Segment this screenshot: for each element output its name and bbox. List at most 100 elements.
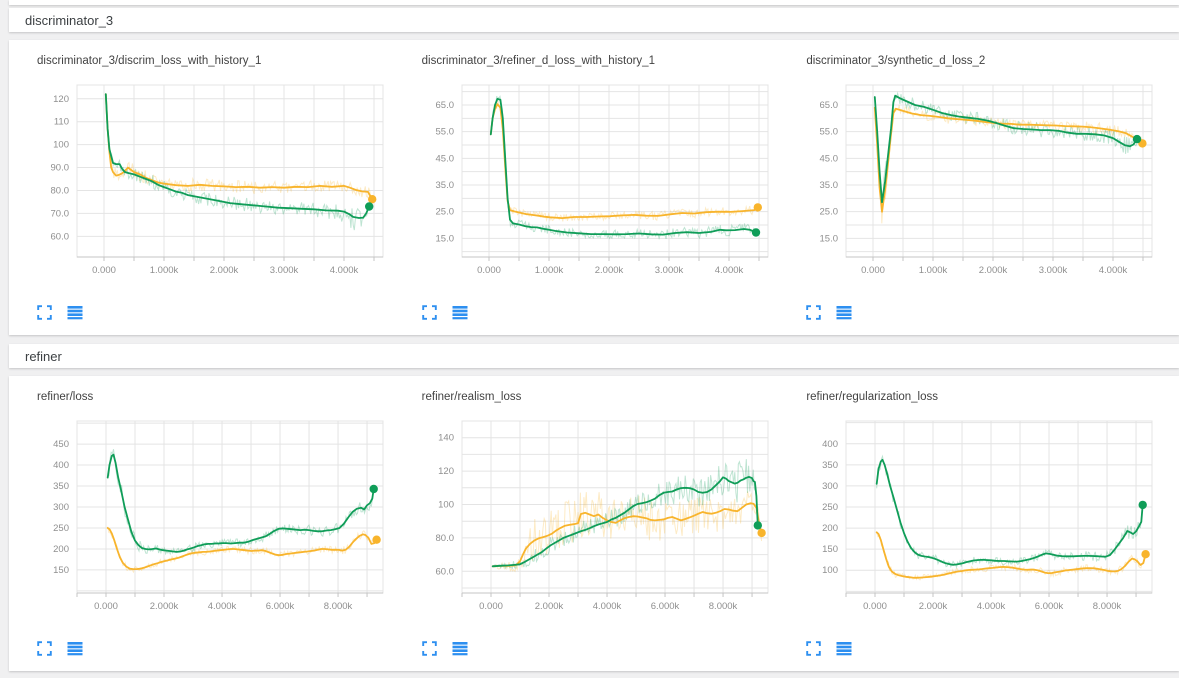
svg-text:120: 120 (438, 466, 454, 477)
smoothed-series-line (874, 106, 1144, 213)
expand-chart-button[interactable] (806, 641, 822, 657)
svg-text:15.0: 15.0 (435, 233, 454, 244)
expand-chart-button[interactable] (37, 641, 53, 657)
fullscreen-icon (37, 641, 52, 656)
stacked-bars-icon (452, 306, 468, 320)
final-value-dot (1141, 550, 1151, 559)
expand-chart-button[interactable] (806, 305, 822, 321)
final-value-dot (1133, 134, 1142, 144)
svg-text:400: 400 (822, 439, 838, 450)
stacked-bars-icon (452, 642, 468, 656)
section-header-refiner[interactable]: refiner (9, 344, 1179, 368)
svg-text:4.000k: 4.000k (714, 265, 743, 276)
scalar-chart: discriminator_3/discrim_loss_with_histor… (21, 53, 406, 325)
svg-text:25.0: 25.0 (435, 207, 454, 218)
svg-text:35.0: 35.0 (820, 180, 839, 191)
svg-text:2.000k: 2.000k (150, 601, 179, 612)
final-value-dot (369, 484, 378, 494)
chart-plot[interactable]: 0.000 1.000k 2.000k 3.000k 4.000k 65.0 55.0 45.… (406, 77, 784, 287)
raw-series-line (492, 459, 758, 570)
chart-title: refiner/realism_loss (421, 391, 522, 403)
smoothed-series-line (104, 93, 371, 219)
smoothed-series-line (876, 458, 1144, 566)
axis-labels: 0.000 1.000k 2.000k 3.000k 4.000k 120 110 100 90… (51, 94, 359, 276)
section-card: discriminator_3/discrim_loss_with_histor… (9, 40, 1179, 335)
svg-text:80.0: 80.0 (51, 185, 70, 196)
axis-labels: 0.000 1.000k 2.000k 3.000k 4.000k 65.0 55.0 45.… (435, 100, 743, 276)
chart-actions (421, 305, 791, 321)
section-title: refiner (25, 348, 62, 364)
svg-text:6.000k: 6.000k (1035, 601, 1064, 612)
smoothed-series-line (106, 453, 375, 553)
smoothed-series-line (876, 531, 1147, 579)
final-value-dot (753, 203, 762, 212)
svg-text:6.000k: 6.000k (266, 601, 295, 612)
run-menu-button[interactable] (452, 305, 468, 321)
svg-text:25.0: 25.0 (820, 207, 839, 218)
expand-chart-button[interactable] (421, 305, 438, 321)
final-value-dot (751, 228, 760, 237)
chart-actions (37, 305, 406, 321)
svg-text:1.000k: 1.000k (150, 265, 179, 276)
svg-text:150: 150 (822, 544, 838, 555)
scalar-section: discriminator_3 discriminator_3/discrim_… (0, 8, 1179, 335)
section-header-discriminator_3[interactable]: discriminator_3 (9, 8, 1179, 32)
axis-labels: 0.000 2.000k 4.000k 6.000k 8.000k 400 350 300 25… (822, 439, 1121, 612)
svg-text:35.0: 35.0 (435, 180, 454, 191)
expand-chart-button[interactable] (421, 641, 438, 657)
x-axis (845, 592, 1153, 597)
chart-plot[interactable]: 0.000 1.000k 2.000k 3.000k 4.000k 120 110 100 90… (21, 77, 399, 287)
previous-section-card-edge (9, 0, 1179, 5)
chart-actions (806, 305, 1175, 321)
svg-text:250: 250 (53, 523, 69, 534)
smoothed-series-line (104, 93, 374, 201)
x-axis (846, 256, 1153, 261)
grid (76, 420, 384, 594)
raw-series-line (874, 104, 1144, 224)
run-menu-button[interactable] (836, 305, 852, 321)
svg-text:60.0: 60.0 (435, 566, 454, 577)
expand-chart-button[interactable] (37, 305, 53, 321)
run-menu-button[interactable] (836, 641, 852, 657)
svg-text:45.0: 45.0 (820, 153, 839, 164)
final-value-dot (1138, 500, 1148, 510)
svg-text:0.000: 0.000 (477, 265, 501, 276)
run-menu-button[interactable] (67, 305, 83, 321)
fullscreen-icon (37, 305, 52, 320)
chart-plot[interactable]: 0.000 2.000k 4.000k 6.000k 8.000k 140 120 100 80… (406, 413, 784, 623)
chart-actions (421, 641, 791, 657)
svg-text:110: 110 (54, 117, 69, 128)
axis-labels: 0.000 2.000k 4.000k 6.000k 8.000k 140 120 100 80… (435, 433, 737, 612)
final-value-dot (365, 202, 374, 211)
grid (845, 84, 1153, 258)
svg-text:4.000k: 4.000k (330, 265, 359, 276)
chart-plot[interactable]: 0.000 2.000k 4.000k 6.000k 8.000k 450 400 350 30… (21, 413, 399, 623)
svg-text:6.000k: 6.000k (650, 601, 679, 612)
svg-text:0.000: 0.000 (92, 265, 116, 276)
svg-text:150: 150 (53, 565, 69, 576)
chart-plot[interactable]: 0.000 1.000k 2.000k 3.000k 4.000k 65.0 55.0 45.… (790, 77, 1168, 287)
stacked-bars-icon (836, 306, 852, 320)
svg-text:45.0: 45.0 (435, 153, 454, 164)
final-value-dot (753, 521, 762, 530)
chart-actions (37, 641, 406, 657)
chart-plot[interactable]: 0.000 2.000k 4.000k 6.000k 8.000k 400 350 300 25… (790, 413, 1168, 623)
run-menu-button[interactable] (452, 641, 468, 657)
raw-series-line (107, 449, 375, 556)
scalar-chart: refiner/realism_loss 0.000 2.000k 4.000k 6.… (406, 389, 791, 661)
svg-text:2.000k: 2.000k (919, 601, 948, 612)
stacked-bars-icon (67, 306, 83, 320)
run-menu-button[interactable] (67, 641, 83, 657)
svg-text:120: 120 (53, 94, 69, 105)
grid (845, 420, 1153, 594)
stacked-bars-icon (67, 642, 83, 656)
chart-title: refiner/loss (37, 391, 94, 403)
x-axis (461, 256, 768, 261)
final-value-dot (757, 528, 766, 538)
svg-text:3.000k: 3.000k (1039, 265, 1068, 276)
scalar-chart: refiner/loss 0.000 2.000k 4.000k 6.000k 8.00… (21, 389, 406, 661)
smoothed-series-line (106, 527, 378, 570)
svg-text:100: 100 (438, 499, 454, 510)
svg-text:3.000k: 3.000k (270, 265, 299, 276)
svg-text:400: 400 (53, 460, 69, 471)
